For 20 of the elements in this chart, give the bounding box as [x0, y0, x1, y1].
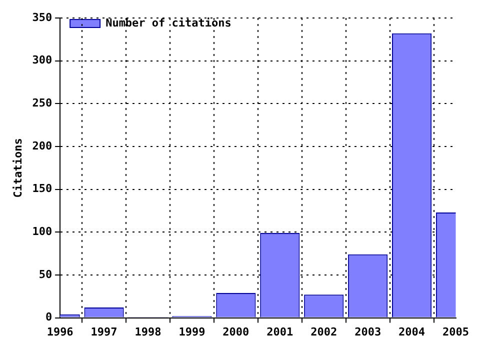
y-tick-label: 100	[32, 225, 52, 238]
y-tick-label: 300	[32, 54, 52, 67]
x-tick-label: 1996	[46, 325, 74, 338]
x-tick-label: 2005	[442, 325, 470, 338]
legend-label: Number of citations	[106, 16, 232, 30]
y-tick-label: 250	[32, 96, 52, 110]
y-tick-label: 0	[45, 310, 52, 324]
x-tick-label: 1997	[90, 325, 118, 338]
x-tick-label: 2001	[266, 325, 294, 338]
x-tick-label: 1999	[178, 325, 206, 338]
y-tick-label: 50	[38, 268, 52, 281]
y-tick-label: 350	[32, 10, 52, 24]
x-tick-label: 2003	[354, 325, 382, 338]
x-tick-label: 1998	[134, 325, 162, 338]
x-tick-label: 2004	[398, 325, 426, 338]
y-tick-label: 200	[32, 139, 52, 152]
y-axis-title: Citations	[11, 138, 24, 198]
x-tick-label: 2000	[222, 325, 250, 338]
y-tick-label: 150	[32, 182, 52, 196]
x-tick-label: 2002	[310, 325, 338, 338]
